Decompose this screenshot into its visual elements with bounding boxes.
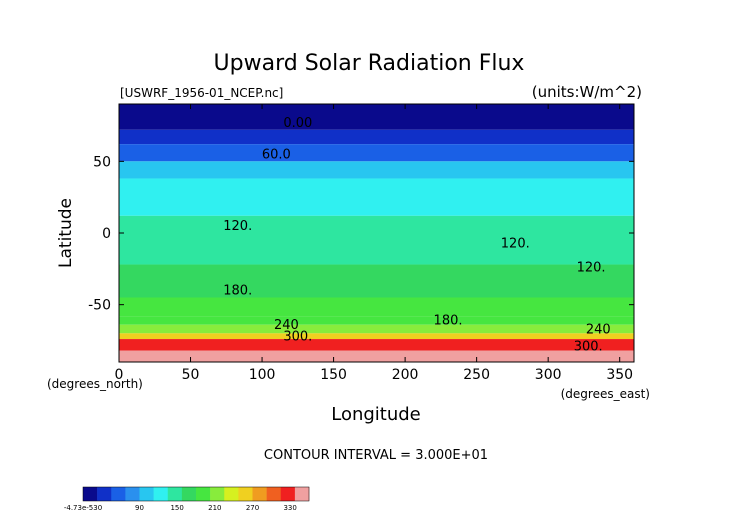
y-axis: 50 0 -50 xyxy=(88,154,634,314)
colorbar-label-2: 150 xyxy=(170,504,183,512)
plot-area xyxy=(119,104,634,362)
contour-label-6: 180. xyxy=(434,314,463,329)
x-tick-label-7: 350 xyxy=(606,367,633,383)
contour-label-1: 60.0 xyxy=(262,147,291,162)
x-tick-label-5: 250 xyxy=(463,367,490,383)
heatmap-band-3 xyxy=(119,161,634,179)
colorbar-swatch-10 xyxy=(224,487,239,501)
y-tick-label-2: -50 xyxy=(88,298,111,314)
heatmap-band-12 xyxy=(119,350,634,362)
chart-subtitle-right: (units:W/m^2) xyxy=(532,83,642,101)
heatmap-band-2 xyxy=(119,144,634,162)
colorbar-label-0: -4.73e-530 xyxy=(64,504,102,512)
heatmap-band-4 xyxy=(119,178,634,216)
colorbar-label-4: 270 xyxy=(246,504,259,512)
colorbar-swatch-1 xyxy=(97,487,112,501)
colorbar-swatch-0 xyxy=(83,487,98,501)
colorbar-swatch-13 xyxy=(266,487,282,501)
colorbar-label-5: 330 xyxy=(283,504,296,512)
colorbar-swatch-12 xyxy=(252,487,267,501)
colorbar-swatch-2 xyxy=(111,487,126,501)
colorbar-swatch-5 xyxy=(153,487,169,501)
heatmap-band-10 xyxy=(119,333,634,340)
colorbar-swatch-8 xyxy=(196,487,211,501)
colorbar-swatch-6 xyxy=(167,487,183,501)
colorbar-swatch-7 xyxy=(181,487,197,501)
x-tick-label-2: 100 xyxy=(249,367,276,383)
x-tick-label-6: 300 xyxy=(535,367,562,383)
heatmap-band-1 xyxy=(119,129,634,145)
colorbar-label-3: 210 xyxy=(208,504,221,512)
colorbar-swatch-4 xyxy=(139,487,154,501)
contour-label-7: 240 xyxy=(274,318,299,333)
chart-subtitle-left: [USWRF_1956-01_NCEP.nc] xyxy=(120,86,283,100)
x-axis: 0 50 100 150 200 250 300 350 xyxy=(115,104,633,383)
contour-label-10: 300. xyxy=(574,340,603,355)
y-axis-label: Latitude xyxy=(56,198,76,268)
heatmap-band-6 xyxy=(119,264,634,298)
heatmap-band-7 xyxy=(119,297,634,317)
contour-label-3: 120. xyxy=(501,236,530,251)
y-tick-label-1: 0 xyxy=(102,226,111,242)
contour-label-8: 240 xyxy=(586,322,611,337)
colorbar-swatch-11 xyxy=(238,487,253,501)
x-tick-label-1: 50 xyxy=(182,367,200,383)
heatmap-band-8 xyxy=(119,316,634,325)
x-axis-label: Longitude xyxy=(331,404,421,425)
x-axis-units: (degrees_east) xyxy=(561,387,650,401)
colorbar xyxy=(82,486,310,502)
colorbar-labels: -4.73e-530 90 150 210 270 330 xyxy=(64,504,297,512)
colorbar-swatch-3 xyxy=(125,487,140,501)
contour-label-4: 120. xyxy=(577,261,606,276)
contour-label-9: 300. xyxy=(283,330,312,345)
heatmap-band-9 xyxy=(119,324,634,334)
chart-title: Upward Solar Radiation Flux xyxy=(214,51,525,76)
colorbar-swatch-9 xyxy=(210,487,225,501)
heatmap-band-5 xyxy=(119,215,634,265)
colorbar-frame xyxy=(82,486,310,502)
y-tick-label-0: 50 xyxy=(93,154,111,170)
contour-label-0: 0.00 xyxy=(283,116,312,131)
x-tick-label-4: 200 xyxy=(392,367,419,383)
colorbar-label-1: 90 xyxy=(135,504,144,512)
contour-label-5: 180. xyxy=(223,284,252,299)
x-tick-label-0: 0 xyxy=(115,367,124,383)
contour-interval-text: CONTOUR INTERVAL = 3.000E+01 xyxy=(264,448,488,463)
heatmap-band-0 xyxy=(119,104,634,130)
colorbar-swatch-15 xyxy=(294,487,310,501)
contour-label-2: 120. xyxy=(223,219,252,234)
x-tick-label-3: 150 xyxy=(320,367,347,383)
heatmap-band-11 xyxy=(119,339,634,351)
y-axis-units: (degrees_north) xyxy=(47,377,143,391)
colorbar-swatch-14 xyxy=(280,487,296,501)
